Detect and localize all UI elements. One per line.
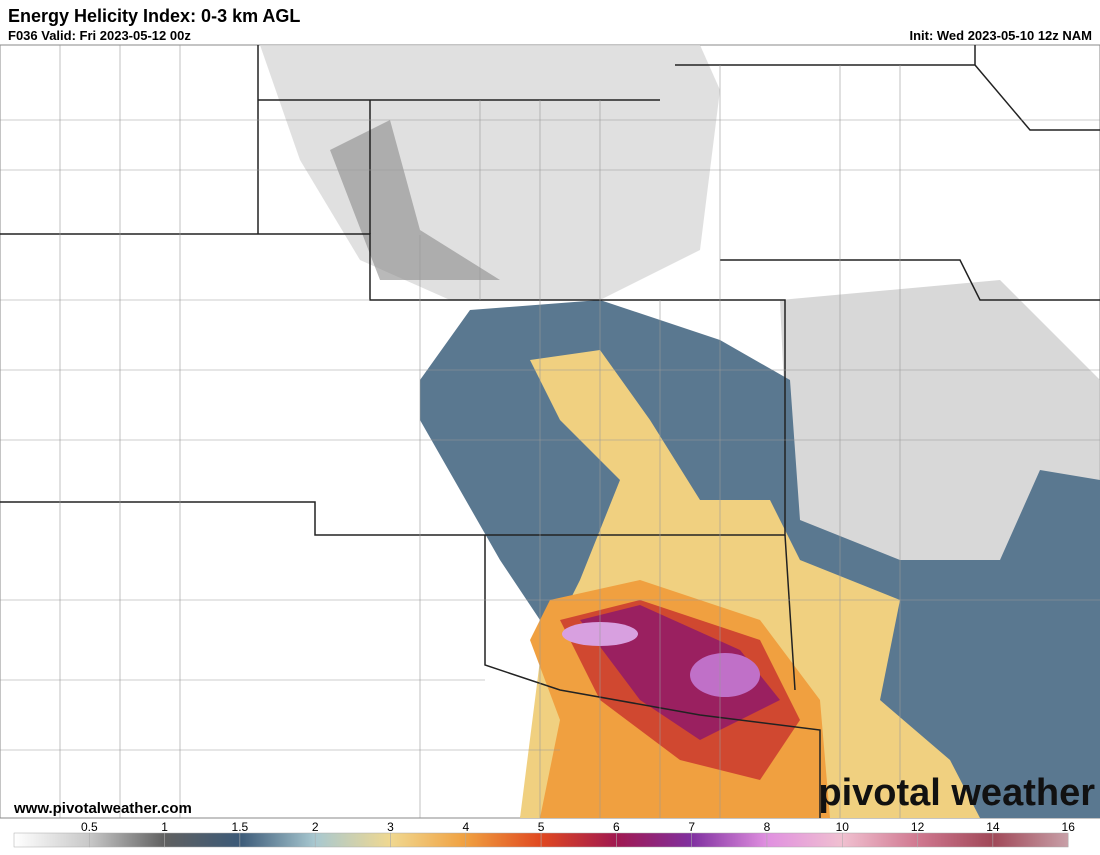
colorbar-tick-label: 14 <box>986 820 1000 834</box>
logo: pivotal weather <box>818 772 1095 814</box>
colorbar-tick-label: 5 <box>538 820 545 834</box>
valid-time: F036 Valid: Fri 2023-05-12 00z <box>8 28 191 43</box>
colorbar-segment <box>992 832 1069 848</box>
colorbar-tick-label: 8 <box>764 820 771 834</box>
colorbar-tick-label: 6 <box>613 820 620 834</box>
title: Energy Helicity Index: 0-3 km AGL <box>8 6 300 26</box>
colorbar-tick-label: 10 <box>836 820 850 834</box>
colorbar-tick-label: 16 <box>1062 820 1076 834</box>
colorbar-tick-label: 1.5 <box>232 820 249 834</box>
init-time: Init: Wed 2023-05-10 12z NAM <box>909 28 1092 43</box>
colorbar-segment <box>390 832 467 848</box>
colorbar-segment <box>239 832 316 848</box>
colorbar-segment <box>465 832 542 848</box>
colorbar-segment <box>842 832 918 848</box>
colorbar-tick-label: 0.5 <box>81 820 98 834</box>
website: www.pivotalweather.com <box>13 800 192 817</box>
colorbar-segment <box>89 832 165 848</box>
colorbar: 0.5 1 1.5 2 3 4 5 6 7 8 10 12 14 16 <box>13 820 1076 848</box>
map <box>0 44 1100 819</box>
colorbar-segment <box>540 832 617 848</box>
colorbar-tick-label: 2 <box>312 820 319 834</box>
colorbar-segment <box>314 832 391 848</box>
colorbar-tick-label: 4 <box>462 820 469 834</box>
colorbar-segment <box>691 832 768 848</box>
colorbar-segment <box>766 832 843 848</box>
colorbar-tick-label: 7 <box>688 820 695 834</box>
colorbar-segment <box>616 832 692 848</box>
colorbar-segment <box>917 832 994 848</box>
colorbar-tick-label: 3 <box>387 820 394 834</box>
colorbar-segment <box>13 832 90 848</box>
colorbar-segment <box>164 832 241 848</box>
colorbar-tick-label: 12 <box>911 820 925 834</box>
colorbar-tick-label: 1 <box>161 820 168 834</box>
